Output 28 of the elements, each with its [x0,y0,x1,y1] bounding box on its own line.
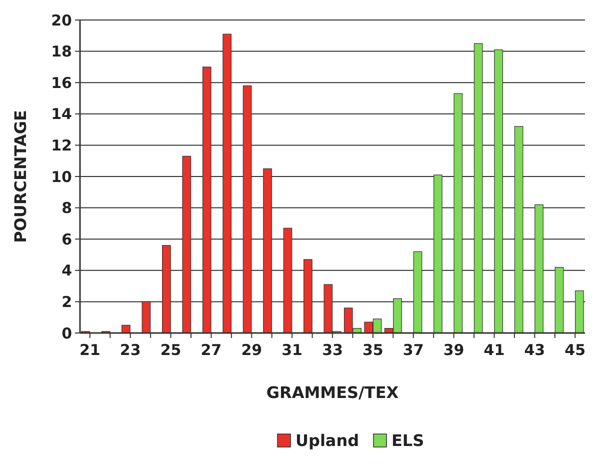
y-tick-label: 10 [51,168,72,186]
x-tick-label: 37 [402,341,424,359]
x-tick-label: 27 [200,341,222,359]
x-tick-label: 23 [120,341,141,359]
x-tick-label: 39 [443,341,464,359]
legend-label: Upland [296,431,360,450]
legend-label: ELS [392,431,424,450]
x-axis-title: GRAMMES/TEX [266,383,400,402]
y-tick-label: 4 [62,262,72,280]
y-tick-label: 0 [62,324,72,342]
y-tick-label: 14 [51,105,72,124]
x-tick-label: 29 [241,341,262,359]
y-tick-label: 18 [51,42,72,61]
y-tick-label: 20 [51,11,72,30]
x-tick-label: 41 [484,341,505,359]
y-tick-label: 16 [51,74,72,92]
x-tick-label: 31 [282,341,303,359]
x-tick-label: 21 [79,341,100,359]
x-tick-label: 45 [564,341,586,359]
y-tick-label: 6 [62,230,72,248]
x-tick-label: 35 [362,341,384,359]
y-tick-label: 8 [62,199,72,218]
x-tick-label: 25 [160,341,182,359]
y-tick-label: 12 [51,136,72,154]
y-axis-title: POURCENTAGE [11,110,30,243]
x-tick-label: 33 [322,341,343,359]
y-tick-label: 2 [62,292,72,311]
x-tick-label: 43 [524,341,546,359]
